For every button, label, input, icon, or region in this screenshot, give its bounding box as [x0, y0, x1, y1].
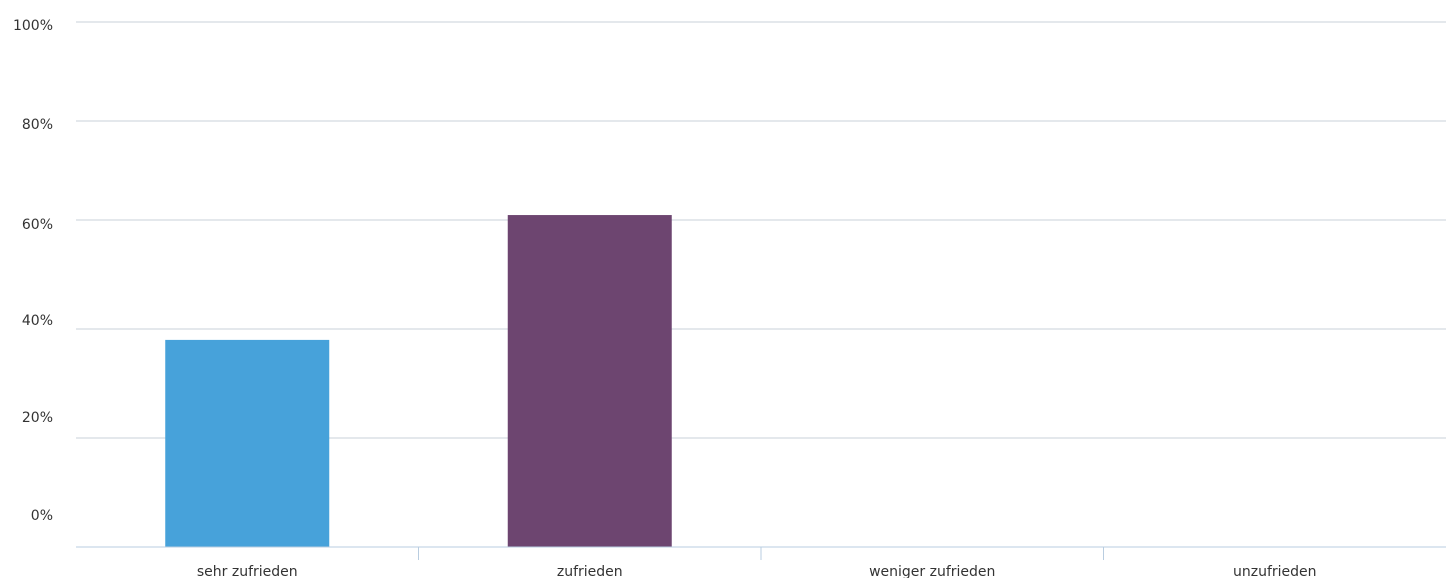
x-tick-label: unzufrieden [1233, 564, 1317, 578]
y-tick-label: 20% [22, 410, 53, 426]
x-axis-ticks: sehr zufrieden zufrieden weniger zufrieden… [197, 564, 1317, 578]
y-tick-label: 0% [31, 508, 53, 524]
bar [507, 215, 672, 548]
y-tick-label: 100% [13, 18, 53, 34]
x-tick-label: sehr zufrieden [197, 564, 298, 578]
bar [165, 339, 330, 547]
bars [165, 215, 672, 548]
y-tick-label: 40% [22, 313, 53, 329]
y-tick-label: 60% [22, 217, 53, 233]
y-tick-label: 80% [22, 117, 53, 133]
gridlines [76, 21, 1446, 439]
x-axis-dividers [418, 547, 1104, 560]
y-axis-ticks: 0% 20% 40% 60% 80% 100% [13, 18, 53, 524]
x-tick-label: weniger zufrieden [869, 564, 995, 578]
x-tick-label: zufrieden [557, 564, 623, 578]
